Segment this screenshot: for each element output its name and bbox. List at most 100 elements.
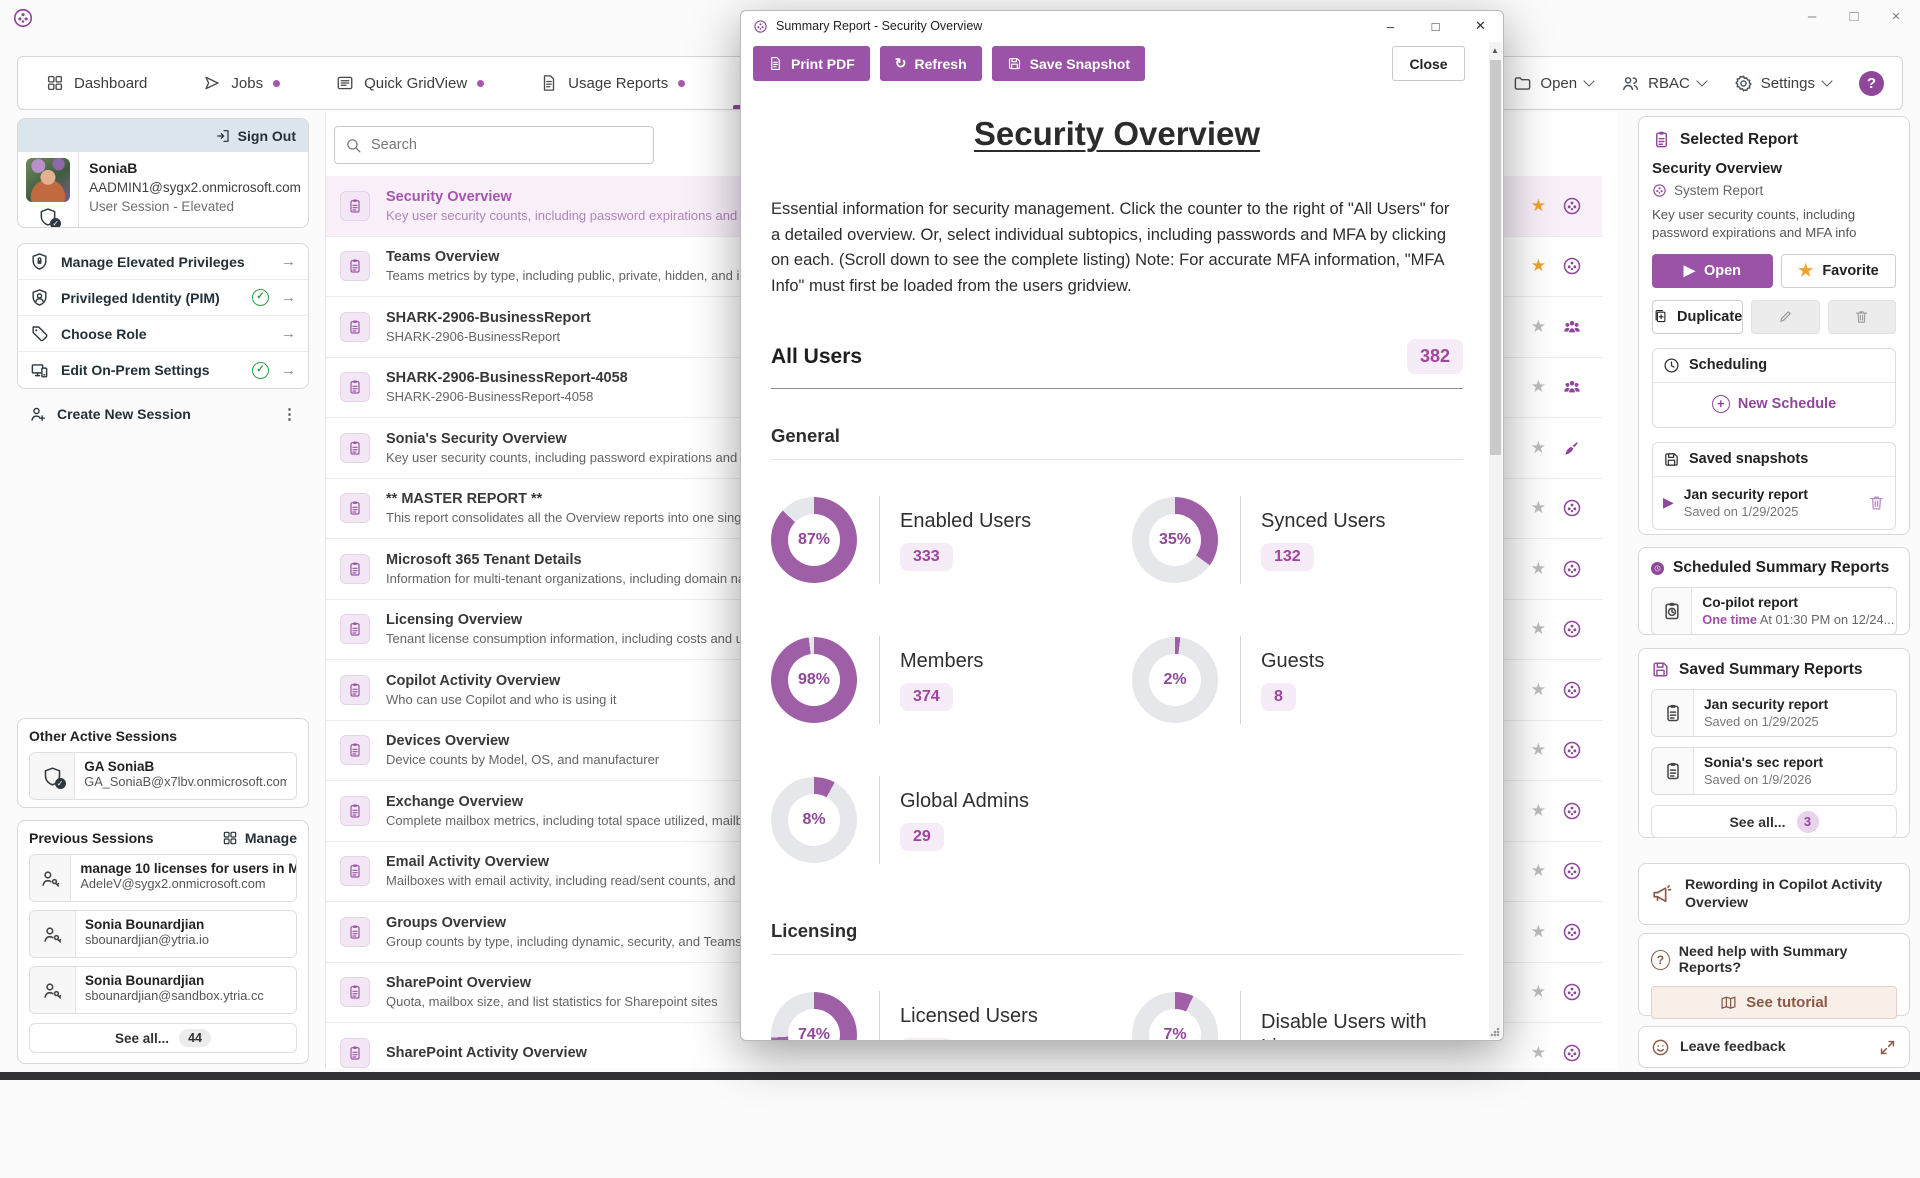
help-button[interactable]: ?: [1859, 71, 1884, 96]
new-schedule-button[interactable]: + New Schedule: [1653, 383, 1895, 427]
dialog-titlebar[interactable]: Summary Report - Security Overview – □ ✕: [741, 11, 1503, 41]
sidebar-item-manage-elevated-privileges[interactable]: Manage Elevated Privileges ✓→: [18, 244, 308, 280]
dialog-minimize-icon[interactable]: –: [1368, 11, 1413, 41]
favorite-star-icon[interactable]: ★: [1531, 498, 1546, 518]
save-snapshot-button[interactable]: Save Snapshot: [992, 46, 1145, 81]
see-all-reports-button[interactable]: See all... 3: [1651, 805, 1897, 838]
stat-item[interactable]: 35% Synced Users 132: [1132, 496, 1463, 584]
stat-counter[interactable]: 283: [900, 1038, 953, 1040]
announcement-card[interactable]: Rewording in Copilot Activity Overview: [1638, 863, 1910, 925]
scheduled-report-item[interactable]: Co-pilot report One time At 01:30 PM on …: [1651, 587, 1897, 635]
maximize-icon[interactable]: □: [1840, 4, 1868, 28]
favorite-star-icon[interactable]: ★: [1531, 1043, 1546, 1063]
stat-item[interactable]: 8% Global Admins 29: [771, 776, 1102, 864]
stat-item[interactable]: 2% Guests 8: [1132, 636, 1463, 724]
print-pdf-button[interactable]: Print PDF: [753, 46, 870, 81]
search-input[interactable]: [371, 137, 643, 153]
previous-session-item[interactable]: Sonia Bounardjian sbounardjian@sandbox.y…: [29, 966, 297, 1014]
all-users-counter[interactable]: 382: [1407, 339, 1463, 374]
scheduling-box: Scheduling + New Schedule: [1652, 348, 1896, 428]
favorite-star-icon[interactable]: ★: [1531, 740, 1546, 760]
stat-label[interactable]: Members: [900, 649, 983, 674]
tab-jobs[interactable]: Jobs: [203, 57, 280, 109]
stat-counter[interactable]: 333: [900, 543, 953, 571]
stat-counter[interactable]: 132: [1261, 543, 1314, 571]
duplicate-button[interactable]: Duplicate: [1652, 300, 1743, 334]
session-list-item[interactable]: ✓ GA SoniaB GA_SoniaB@x7lbv.onmicrosoft.…: [29, 752, 297, 800]
rbac-menu[interactable]: RBAC: [1621, 74, 1706, 93]
scroll-up-icon[interactable]: ▲: [1491, 46, 1499, 55]
delete-button[interactable]: [1828, 300, 1896, 334]
edit-button[interactable]: [1751, 300, 1819, 334]
previous-session-item[interactable]: Sonia Bounardjian sbounardjian@ytria.io: [29, 910, 297, 958]
refresh-button[interactable]: ↻ Refresh: [880, 46, 982, 81]
favorite-star-icon[interactable]: ★: [1531, 619, 1546, 639]
clock-badge-icon: [1651, 562, 1664, 575]
dialog-close-icon[interactable]: ✕: [1458, 11, 1503, 41]
report-clipboard-icon: [340, 312, 370, 342]
stat-label[interactable]: Global Admins: [900, 789, 1029, 814]
open-report-button[interactable]: ▶Open: [1652, 254, 1773, 288]
manage-sessions-button[interactable]: Manage: [222, 830, 297, 846]
favorite-button[interactable]: ★Favorite: [1781, 254, 1896, 288]
sign-out-button[interactable]: Sign Out: [238, 128, 296, 144]
favorite-star-icon[interactable]: ★: [1531, 196, 1546, 216]
tab-label: Usage Reports: [568, 75, 668, 92]
see-all-sessions-button[interactable]: See all... 44: [29, 1023, 297, 1053]
snapshot-item[interactable]: ▶ Jan security report Saved on 1/29/2025: [1653, 477, 1895, 529]
favorite-star-icon[interactable]: ★: [1531, 680, 1546, 700]
stat-label[interactable]: Enabled Users: [900, 509, 1031, 534]
sidebar-item-edit-onprem-settings[interactable]: Edit On-Prem Settings ✓→: [18, 352, 308, 388]
dialog-maximize-icon[interactable]: □: [1413, 11, 1458, 41]
stat-counter[interactable]: 374: [900, 683, 953, 711]
notification-dot: [273, 80, 280, 87]
favorite-star-icon[interactable]: ★: [1531, 922, 1546, 942]
all-users-label[interactable]: All Users: [771, 345, 862, 369]
dialog-scrollbar[interactable]: ▲: [1489, 42, 1502, 1039]
clock-icon: [1663, 357, 1680, 374]
play-icon[interactable]: ▶: [1663, 494, 1674, 511]
favorite-star-icon[interactable]: ★: [1531, 559, 1546, 579]
previous-session-item[interactable]: manage 10 licenses for users in M... Ade…: [29, 854, 297, 902]
favorite-star-icon[interactable]: ★: [1531, 317, 1546, 337]
favorite-star-icon[interactable]: ★: [1531, 861, 1546, 881]
trash-icon[interactable]: [1868, 494, 1885, 511]
favorite-star-icon[interactable]: ★: [1531, 377, 1546, 397]
settings-menu[interactable]: Settings: [1734, 74, 1831, 93]
favorite-star-icon[interactable]: ★: [1531, 982, 1546, 1002]
stat-item[interactable]: 98% Members 374: [771, 636, 1102, 724]
open-menu[interactable]: Open: [1513, 74, 1593, 93]
expand-icon[interactable]: [1878, 1038, 1897, 1057]
close-icon[interactable]: ×: [1882, 4, 1910, 28]
dialog-scrollbar-thumb[interactable]: [1490, 60, 1501, 455]
tab-quick-gridview[interactable]: Quick GridView: [336, 57, 484, 109]
plus-icon: +: [1712, 395, 1730, 413]
open-label: Open: [1540, 75, 1577, 92]
close-dialog-button[interactable]: Close: [1392, 46, 1465, 81]
stat-item[interactable]: 7% Disable Users with Licenses: [1132, 991, 1463, 1040]
stat-item[interactable]: 87% Enabled Users 333: [771, 496, 1102, 584]
see-tutorial-button[interactable]: See tutorial: [1651, 986, 1897, 1019]
favorite-star-icon[interactable]: ★: [1531, 438, 1546, 458]
tab-usage-reports[interactable]: Usage Reports: [540, 57, 685, 109]
minimize-icon[interactable]: –: [1798, 4, 1826, 28]
favorite-star-icon[interactable]: ★: [1531, 256, 1546, 276]
stat-label[interactable]: Disable Users with Licenses: [1261, 1010, 1463, 1040]
kebab-menu-icon[interactable]: ⋮: [282, 405, 297, 423]
stat-counter[interactable]: 8: [1261, 683, 1296, 711]
stat-label[interactable]: Guests: [1261, 649, 1324, 674]
stat-counter[interactable]: 29: [900, 823, 944, 851]
stat-item[interactable]: 74% Licensed Users 283: [771, 991, 1102, 1040]
selected-report-description: Key user security counts, including pass…: [1652, 206, 1896, 242]
tab-dashboard[interactable]: Dashboard: [46, 57, 147, 109]
sidebar-item-privileged-identity[interactable]: Privileged Identity (PIM) ✓→: [18, 280, 308, 316]
create-new-session-button[interactable]: Create New Session ⋮: [17, 399, 309, 429]
favorite-star-icon[interactable]: ★: [1531, 801, 1546, 821]
stat-label[interactable]: Synced Users: [1261, 509, 1386, 534]
stat-label[interactable]: Licensed Users: [900, 1004, 1038, 1029]
saved-report-item[interactable]: Sonia's sec report Saved on 1/9/2026: [1651, 747, 1897, 795]
resize-grip[interactable]: [1490, 1027, 1500, 1037]
sidebar-item-choose-role[interactable]: Choose Role ✓→: [18, 316, 308, 352]
feedback-card[interactable]: Leave feedback: [1638, 1026, 1910, 1068]
saved-report-item[interactable]: Jan security report Saved on 1/29/2025: [1651, 689, 1897, 737]
